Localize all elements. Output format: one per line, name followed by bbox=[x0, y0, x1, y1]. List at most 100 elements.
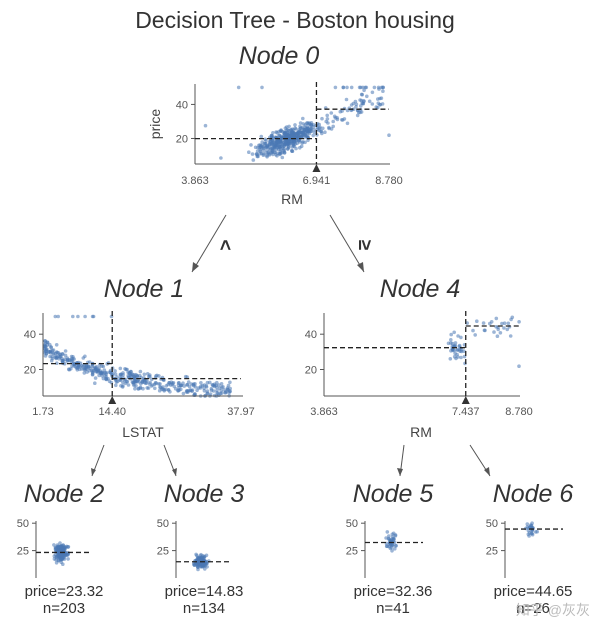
data-point bbox=[333, 85, 338, 90]
data-point bbox=[502, 321, 507, 326]
data-point bbox=[535, 529, 539, 534]
data-point bbox=[158, 382, 162, 386]
data-point bbox=[381, 85, 386, 90]
data-point bbox=[215, 391, 219, 395]
data-point bbox=[527, 534, 531, 538]
node-0-x-label: RM bbox=[281, 191, 303, 207]
data-point bbox=[181, 381, 185, 386]
data-point bbox=[154, 374, 158, 378]
data-point bbox=[358, 98, 362, 102]
data-point bbox=[148, 374, 152, 379]
y-tick-label: 20 bbox=[24, 365, 36, 377]
data-point bbox=[214, 385, 219, 390]
data-point bbox=[132, 375, 136, 379]
edge-node0-node4-arrowhead bbox=[357, 262, 364, 272]
data-point bbox=[458, 349, 462, 354]
data-point bbox=[289, 127, 293, 132]
data-point bbox=[55, 350, 59, 355]
data-point bbox=[394, 543, 398, 548]
leaf-node-3: Node 3 25 50 price=14.83 n=134 bbox=[157, 480, 245, 617]
data-point bbox=[270, 146, 275, 151]
data-point bbox=[69, 354, 74, 359]
data-point bbox=[255, 154, 260, 159]
data-point bbox=[83, 368, 87, 372]
data-point bbox=[67, 367, 72, 372]
data-point bbox=[275, 130, 279, 135]
data-point bbox=[185, 382, 189, 387]
node-0-x-min: 3.863 bbox=[181, 175, 209, 187]
data-point bbox=[51, 348, 56, 352]
data-point bbox=[101, 376, 106, 381]
data-point bbox=[227, 390, 231, 395]
data-point bbox=[97, 366, 101, 370]
data-point bbox=[290, 148, 294, 153]
data-point bbox=[66, 557, 70, 561]
data-point bbox=[201, 554, 205, 558]
y-tick-label: 20 bbox=[305, 365, 317, 377]
data-point bbox=[51, 352, 55, 356]
data-point bbox=[196, 567, 200, 572]
data-point bbox=[378, 102, 382, 107]
data-point bbox=[387, 133, 391, 137]
data-point bbox=[53, 552, 58, 557]
data-point bbox=[453, 351, 457, 356]
data-point bbox=[282, 144, 286, 148]
data-point bbox=[358, 85, 363, 90]
data-point bbox=[517, 320, 521, 324]
data-point bbox=[325, 113, 330, 118]
data-point bbox=[177, 385, 181, 390]
data-point bbox=[335, 115, 339, 120]
data-point bbox=[75, 365, 79, 370]
data-point bbox=[505, 327, 510, 332]
data-point bbox=[71, 314, 75, 319]
data-point bbox=[124, 367, 128, 372]
data-point bbox=[127, 371, 132, 376]
leaf-scatter: 25 50 bbox=[17, 518, 92, 578]
data-point bbox=[274, 141, 278, 145]
data-point bbox=[331, 119, 336, 124]
edge-node4-node5-arrowhead bbox=[397, 468, 403, 476]
data-point bbox=[299, 130, 304, 135]
data-point bbox=[259, 134, 264, 139]
data-point bbox=[260, 85, 264, 90]
data-point bbox=[87, 368, 92, 373]
node-0-scatter bbox=[203, 85, 391, 162]
leaf-node-5: Node 5 25 50 price=32.36 n=41 bbox=[346, 480, 434, 617]
data-point bbox=[217, 383, 221, 387]
node-1-x-label: LSTAT bbox=[122, 424, 164, 440]
data-point bbox=[362, 88, 366, 93]
data-point bbox=[147, 382, 152, 386]
data-point bbox=[448, 357, 453, 361]
data-point bbox=[172, 384, 176, 389]
data-point bbox=[90, 364, 94, 369]
data-point bbox=[309, 129, 313, 134]
data-point bbox=[56, 314, 60, 319]
data-point bbox=[494, 325, 498, 329]
node-0-split-marker bbox=[312, 164, 321, 172]
leaf-count: n=41 bbox=[376, 600, 410, 617]
data-point bbox=[456, 334, 460, 338]
y-tick-label: 25 bbox=[346, 546, 358, 558]
data-point bbox=[279, 128, 283, 132]
data-point bbox=[102, 368, 107, 372]
data-point bbox=[365, 94, 369, 99]
data-point bbox=[305, 133, 309, 138]
data-point bbox=[247, 150, 251, 154]
data-point bbox=[249, 143, 253, 147]
data-point bbox=[72, 362, 76, 366]
data-point bbox=[48, 342, 52, 347]
data-point bbox=[506, 321, 511, 326]
data-point bbox=[311, 123, 316, 127]
data-point bbox=[63, 349, 68, 353]
data-point bbox=[270, 142, 275, 146]
data-point bbox=[287, 139, 291, 143]
node-4-x-min: 3.863 bbox=[310, 406, 338, 418]
data-point bbox=[146, 386, 151, 390]
node-1-x-min: 1.73 bbox=[32, 406, 53, 418]
data-point bbox=[321, 126, 325, 131]
